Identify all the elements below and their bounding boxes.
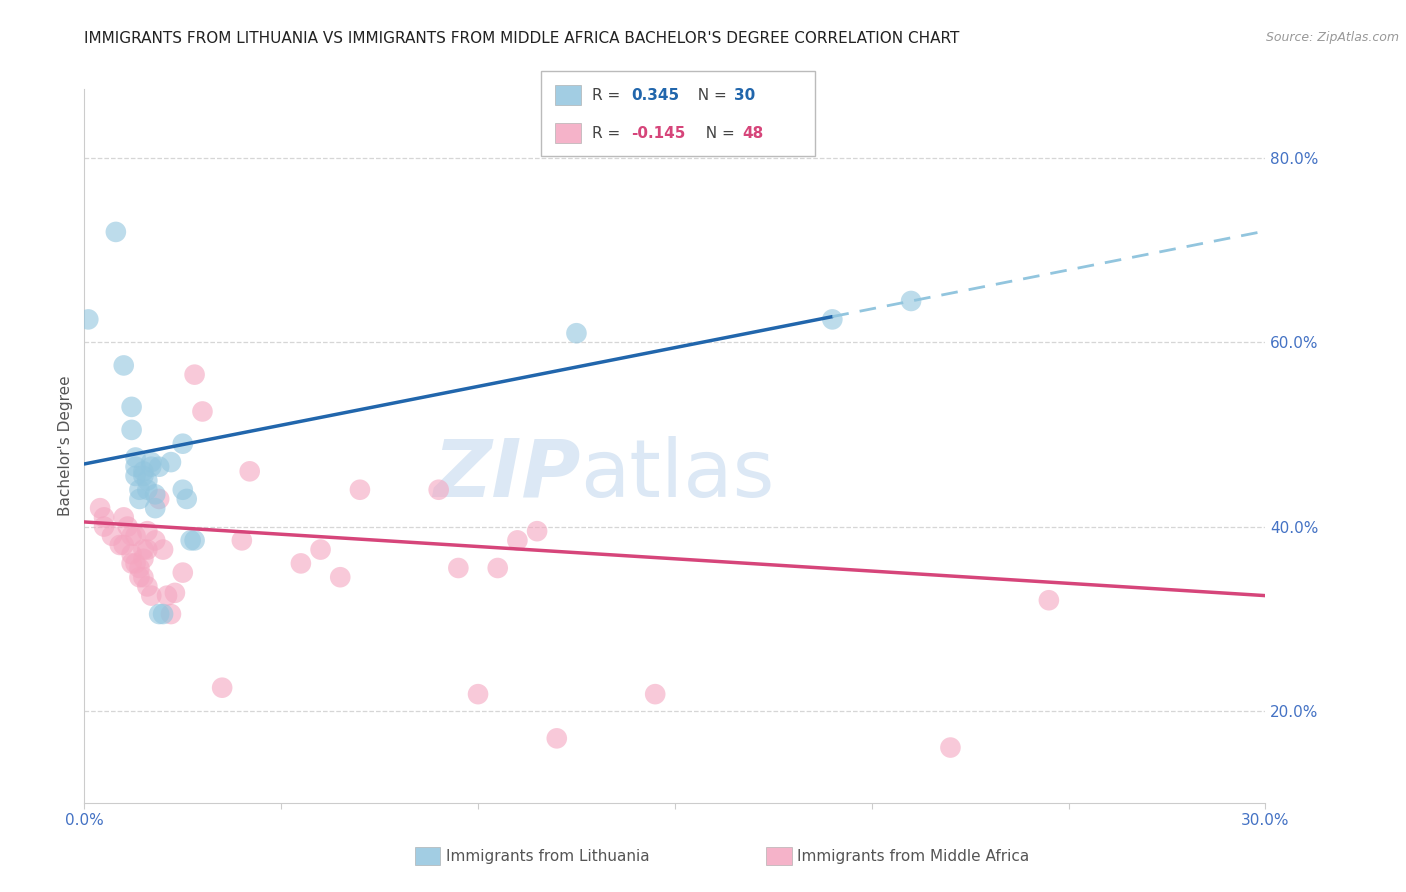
Point [112, 538, 135, 552]
Point [112, 359, 135, 373]
Point [183, 368, 205, 382]
Point [132, 464, 155, 478]
Point [136, 524, 159, 538]
Point [349, 483, 371, 497]
Point [900, 293, 922, 308]
Point [565, 326, 588, 341]
Point [141, 455, 163, 469]
Point [172, 483, 194, 497]
Point [148, 491, 170, 506]
Text: N =: N = [688, 87, 731, 103]
Point [93, 519, 115, 533]
Point [939, 740, 962, 755]
Point [121, 557, 143, 571]
Point [124, 469, 146, 483]
Text: Immigrants from Lithuania: Immigrants from Lithuania [446, 849, 650, 863]
Point [128, 561, 150, 575]
Point [93, 510, 115, 524]
Point [124, 529, 146, 543]
Point [290, 557, 312, 571]
Point [467, 687, 489, 701]
Text: atlas: atlas [581, 435, 775, 514]
Point [121, 529, 143, 543]
Text: IMMIGRANTS FROM LITHUANIA VS IMMIGRANTS FROM MIDDLE AFRICA BACHELOR'S DEGREE COR: IMMIGRANTS FROM LITHUANIA VS IMMIGRANTS … [84, 31, 960, 46]
Point [160, 607, 183, 621]
Text: Immigrants from Middle Africa: Immigrants from Middle Africa [797, 849, 1029, 863]
Text: -0.145: -0.145 [631, 126, 686, 141]
Point [160, 455, 183, 469]
Point [136, 579, 159, 593]
Point [163, 586, 186, 600]
Point [141, 459, 163, 474]
Point [132, 469, 155, 483]
Point [176, 491, 198, 506]
Text: R =: R = [592, 87, 626, 103]
Text: N =: N = [696, 126, 740, 141]
Point [112, 510, 135, 524]
Text: ZIP: ZIP [433, 435, 581, 514]
Point [148, 459, 170, 474]
Point [239, 464, 262, 478]
Point [156, 589, 179, 603]
Point [309, 542, 332, 557]
Point [231, 533, 253, 548]
Point [546, 731, 568, 746]
Point [121, 423, 143, 437]
Point [136, 542, 159, 557]
Point [329, 570, 352, 584]
Point [124, 450, 146, 465]
Point [132, 542, 155, 557]
Point [77, 312, 100, 326]
Point [506, 533, 529, 548]
Text: 0.345: 0.345 [631, 87, 679, 103]
Point [152, 607, 174, 621]
Point [143, 533, 166, 548]
Point [128, 491, 150, 506]
Text: 48: 48 [742, 126, 763, 141]
Point [117, 519, 139, 533]
Point [211, 681, 233, 695]
Point [143, 501, 166, 516]
Point [180, 533, 202, 548]
Point [821, 312, 844, 326]
Point [526, 524, 548, 538]
Point [101, 529, 124, 543]
Point [191, 404, 214, 418]
Point [427, 483, 450, 497]
Point [141, 589, 163, 603]
Point [152, 542, 174, 557]
Point [172, 436, 194, 450]
Point [121, 547, 143, 561]
Text: 30: 30 [734, 87, 755, 103]
Point [132, 570, 155, 584]
Text: Source: ZipAtlas.com: Source: ZipAtlas.com [1265, 31, 1399, 45]
Point [486, 561, 509, 575]
Point [172, 566, 194, 580]
Text: R =: R = [592, 126, 626, 141]
Point [132, 551, 155, 566]
Point [124, 459, 146, 474]
Point [89, 501, 111, 516]
Point [124, 557, 146, 571]
Point [104, 225, 127, 239]
Point [136, 474, 159, 488]
Y-axis label: Bachelor's Degree: Bachelor's Degree [58, 376, 73, 516]
Point [1038, 593, 1060, 607]
Point [128, 483, 150, 497]
Point [644, 687, 666, 701]
Point [148, 607, 170, 621]
Point [108, 538, 131, 552]
Point [183, 533, 205, 548]
Point [143, 487, 166, 501]
Point [136, 483, 159, 497]
Point [447, 561, 470, 575]
Point [128, 570, 150, 584]
Point [121, 400, 143, 414]
